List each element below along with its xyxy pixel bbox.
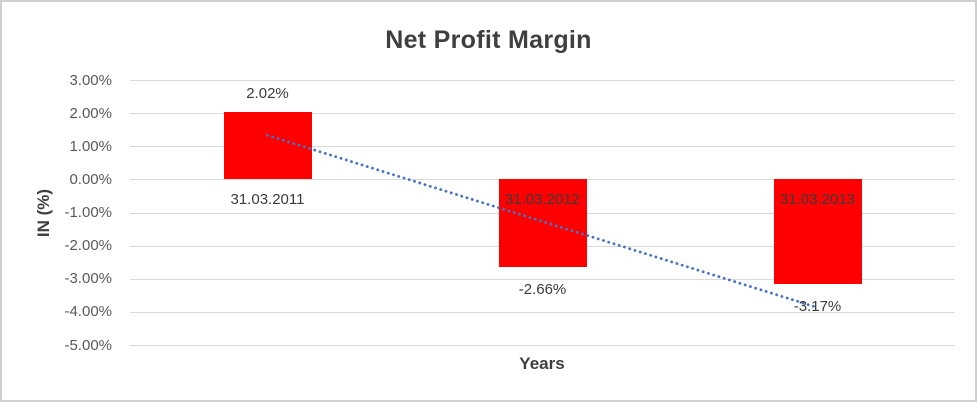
- gridline: [130, 278, 955, 280]
- y-tick-label: -4.00%: [64, 303, 112, 321]
- gridline: [130, 80, 955, 81]
- y-tick-label: 2.00%: [69, 104, 112, 122]
- y-tick-label: 0.00%: [69, 170, 112, 188]
- category-label: 31.03.2013: [779, 191, 856, 209]
- bar-31.03.2013: [773, 179, 862, 285]
- gridline: [130, 146, 955, 148]
- category-label: 31.03.2012: [504, 191, 581, 209]
- bar-31.03.2011: [223, 112, 312, 180]
- y-tick-label: -1.00%: [64, 204, 112, 221]
- y-tick-label: -3.00%: [64, 270, 112, 288]
- category-label: 31.03.2011: [230, 191, 305, 209]
- y-tick-label: -2.00%: [64, 237, 112, 255]
- chart-title: Net Profit Margin: [385, 26, 592, 54]
- data-label: -2.66%: [518, 281, 567, 299]
- x-axis-title: Years: [519, 354, 565, 373]
- y-tick-label: -5.00%: [64, 336, 112, 354]
- gridline: [130, 345, 955, 346]
- bar-31.03.2012: [498, 179, 587, 268]
- data-label: 2.02%: [246, 85, 289, 103]
- y-tick-label: 1.00%: [69, 137, 112, 155]
- gridline: [130, 311, 955, 313]
- y-tick-label: 3.00%: [69, 71, 112, 89]
- data-label: -3.17%: [793, 298, 842, 316]
- gridline: [130, 113, 955, 115]
